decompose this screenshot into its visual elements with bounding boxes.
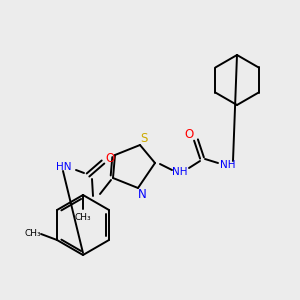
Text: NH: NH xyxy=(172,167,188,177)
Text: O: O xyxy=(105,152,115,166)
Text: S: S xyxy=(140,131,148,145)
Text: N: N xyxy=(138,188,146,202)
Text: NH: NH xyxy=(220,160,236,170)
Text: CH₃: CH₃ xyxy=(75,212,91,221)
Text: HN: HN xyxy=(56,162,72,172)
Text: CH₃: CH₃ xyxy=(25,229,41,238)
Text: O: O xyxy=(184,128,194,142)
